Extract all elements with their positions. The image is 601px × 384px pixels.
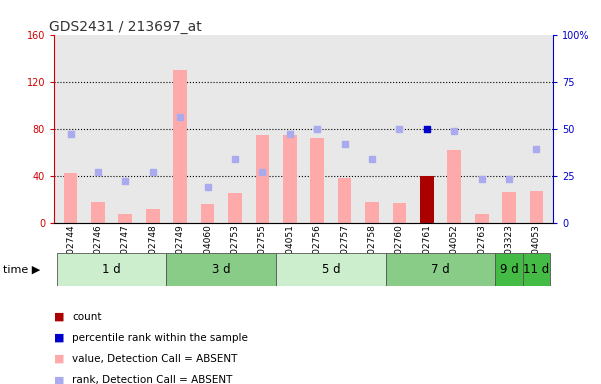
Bar [502,192,516,223]
Text: 7 d: 7 d [431,263,450,276]
Bar [392,203,406,223]
Bar [166,253,276,286]
Text: 3 d: 3 d [212,263,231,276]
Bar [146,209,160,223]
Point [532,146,542,152]
Point [313,126,322,132]
Bar [338,178,352,223]
Bar [228,193,242,223]
Text: rank, Detection Call = ABSENT: rank, Detection Call = ABSENT [72,375,233,384]
Text: 9 d: 9 d [499,263,519,276]
Bar [118,215,132,223]
Text: GDS2431 / 213697_at: GDS2431 / 213697_at [49,20,202,33]
Point [230,156,240,162]
Point [340,141,349,147]
Point [395,126,404,132]
Bar [173,70,187,223]
Bar [495,253,523,286]
Point [121,178,130,184]
Bar [523,253,550,286]
Bar [201,204,215,223]
Point [175,114,185,121]
Point [66,131,75,137]
Text: ■: ■ [54,354,64,364]
Bar [57,253,166,286]
Text: ■: ■ [54,333,64,343]
Bar [365,202,379,223]
Bar [276,253,386,286]
Point [450,127,459,134]
Text: ■: ■ [54,375,64,384]
Text: 1 d: 1 d [102,263,121,276]
Point [367,156,377,162]
Bar [310,138,324,223]
Bar [529,191,543,223]
Bar [91,202,105,223]
Bar [447,150,461,223]
Point [203,184,212,190]
Text: count: count [72,312,102,322]
Point [422,126,432,132]
Text: 11 d: 11 d [523,263,549,276]
Text: value, Detection Call = ABSENT: value, Detection Call = ABSENT [72,354,237,364]
Text: percentile rank within the sample: percentile rank within the sample [72,333,248,343]
Bar [255,134,269,223]
Bar [64,173,78,223]
Bar [283,134,297,223]
Point [504,176,514,182]
Text: ■: ■ [54,312,64,322]
Point [258,169,267,175]
Point [148,169,157,175]
Text: 5 d: 5 d [322,263,340,276]
Bar [386,253,495,286]
Point [285,131,294,137]
Text: time ▶: time ▶ [3,265,40,275]
Point [477,176,486,182]
Bar [475,215,489,223]
Point [93,169,103,175]
Bar [420,176,434,223]
